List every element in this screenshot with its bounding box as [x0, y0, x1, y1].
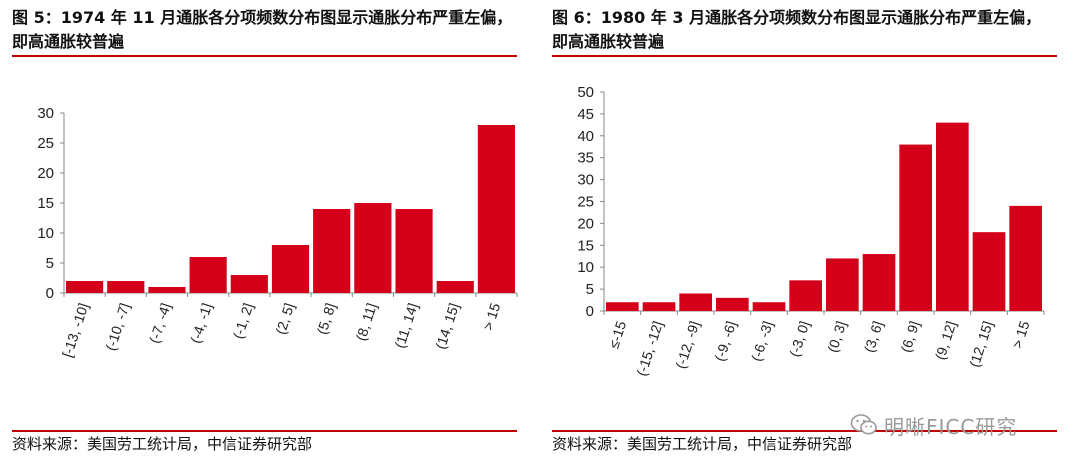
x-tick-label: (-12, -9] [672, 319, 702, 371]
y-tick-label: 20 [577, 215, 594, 232]
y-tick-label: 15 [37, 195, 54, 212]
figure-5: 图 5：1974 年 11 月通胀各分项频数分布图显示通胀分布严重左偏，即高通胀… [12, 0, 522, 474]
x-tick-label: (14, 15] [432, 301, 462, 351]
x-tick-label: (-15, -12] [633, 319, 666, 378]
x-tick-label: (5, 8] [313, 301, 338, 336]
x-tick-label: > 15 [1009, 319, 1033, 350]
y-tick-label: 5 [46, 255, 54, 272]
figure-5-source-rule [12, 430, 517, 432]
y-tick-label: 15 [577, 237, 594, 254]
bar [1009, 205, 1042, 311]
figure-6-source-rule [552, 430, 1057, 432]
bar [862, 254, 896, 311]
x-tick-label: (-1, 2] [230, 301, 257, 341]
figure-6-title: 图 6：1980 年 3 月通胀各分项频数分布图显示通胀分布严重左偏，即高通胀较… [552, 8, 1042, 51]
bar [313, 209, 351, 293]
bar [436, 281, 474, 293]
y-tick-label: 30 [37, 105, 54, 122]
y-tick-label: 25 [577, 194, 594, 211]
x-tick-label: (8, 11] [353, 301, 380, 343]
figure-5-source: 资料来源：美国劳工统计局，中信证券研究部 [12, 435, 313, 453]
bar [679, 293, 712, 311]
bar [148, 287, 186, 293]
y-tick-label: 0 [46, 285, 54, 302]
figure-5-chart: 0 5 10 15 20 25 30 [-13, -10] (-10, -7] (-7, -4] (… [37, 105, 518, 359]
y-tick-label: 25 [37, 135, 54, 152]
y-tick-label: 40 [577, 128, 594, 145]
watermark: 明晰FICC研究 [850, 412, 1018, 439]
bar [271, 245, 310, 293]
x-tick-label: (6, 9] [897, 319, 922, 354]
y-tick-label: 45 [577, 106, 594, 123]
y-tick-label: 10 [37, 225, 54, 242]
bar [66, 281, 104, 293]
figure-5-title-rule [12, 55, 517, 57]
y-tick-label: 10 [577, 259, 594, 276]
x-tick-label: (-6, -3] [748, 319, 776, 363]
figure-5-title: 图 5：1974 年 11 月通胀各分项频数分布图显示通胀分布严重左偏，即高通胀… [12, 8, 513, 51]
bar [107, 281, 145, 293]
y-tick-label: 50 [577, 84, 594, 101]
wechat-icon [850, 414, 877, 435]
bar [716, 297, 749, 311]
x-tick-label: (-10, -7] [102, 301, 132, 353]
x-tick-label: (-3, 0] [786, 319, 813, 359]
x-tick-label: (11, 14] [391, 301, 421, 350]
bar [642, 302, 676, 311]
watermark-text: 明晰FICC研究 [884, 414, 1018, 439]
figure-6-title-rule [552, 55, 1057, 57]
x-tick-label: (2, 5] [272, 301, 297, 336]
bar [354, 203, 392, 293]
bar [789, 280, 822, 311]
y-tick-label: 0 [586, 303, 594, 320]
bar [972, 232, 1006, 311]
x-tick-label: (-9, -6] [711, 319, 739, 363]
bar [606, 302, 639, 311]
y-tick-label: 35 [577, 150, 594, 167]
x-tick-label: (9, 12] [932, 319, 959, 362]
bar [752, 302, 786, 311]
y-tick-label: 30 [577, 172, 594, 189]
bar [826, 258, 859, 311]
figure-6-chart: 0 5 10 15 20 25 30 35 40 45 50 ≤-15 (-15, -12] (-12, … [577, 84, 1045, 378]
x-tick-label: (-4, -1] [187, 301, 215, 345]
x-tick-label: (0, 3] [824, 319, 849, 354]
bar [189, 257, 227, 293]
bar [477, 125, 515, 293]
x-tick-label: (-7, -4] [146, 301, 174, 345]
x-tick-label: ≤-15 [605, 319, 629, 351]
bar [230, 275, 268, 293]
y-tick-label: 20 [37, 165, 54, 182]
x-tick-label: (12, 15] [966, 319, 996, 369]
bar [936, 122, 969, 311]
bar [395, 209, 433, 293]
figure-6: 图 6：1980 年 3 月通胀各分项频数分布图显示通胀分布严重左偏，即高通胀较… [552, 0, 1062, 474]
x-tick-label: > 15 [480, 301, 504, 332]
y-tick-label: 5 [586, 281, 594, 298]
x-tick-label: [-13, -10] [59, 301, 92, 359]
figure-6-source: 资料来源：美国劳工统计局，中信证券研究部 [552, 435, 853, 453]
bar [899, 144, 932, 311]
x-tick-label: (3, 6] [861, 319, 886, 354]
